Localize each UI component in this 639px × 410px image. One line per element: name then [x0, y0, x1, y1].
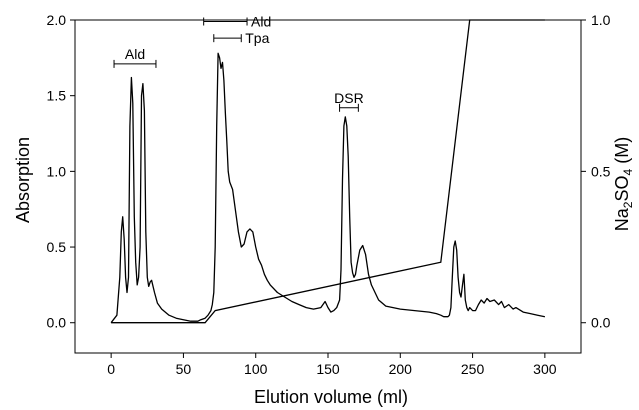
bracket-label: Tpa	[245, 30, 269, 46]
y-tick-label: 1.5	[47, 88, 67, 104]
bracket-label: Ald	[125, 46, 145, 62]
x-tick-label: 50	[176, 361, 192, 377]
chart-plot-area	[110, 19, 546, 324]
x-tick-label: 200	[389, 361, 413, 377]
x-tick-label: 300	[533, 361, 557, 377]
y2-tick-label: 0.5	[591, 163, 611, 179]
bracket-label: Ald	[251, 14, 271, 30]
plot-frame	[74, 19, 582, 354]
x-axis-label: Elution volume (ml)	[254, 387, 408, 407]
x-tick-label: 150	[316, 361, 340, 377]
x-tick-label: 0	[107, 361, 115, 377]
y2-tick-label: 1.0	[591, 12, 611, 28]
series-line-absorption	[110, 52, 546, 324]
x-tick-label: 250	[461, 361, 485, 377]
y2-tick-label: 0.0	[591, 315, 611, 331]
x-tick-label: 100	[244, 361, 268, 377]
series-line-gradient	[111, 19, 545, 324]
y-tick-label: 1.0	[47, 163, 67, 179]
y-axis-label: Absorption	[13, 137, 33, 223]
y2-axis-label: Na2SO4 (M)	[612, 137, 635, 231]
y-tick-label: 2.0	[47, 12, 67, 28]
bracket-label: DSR	[334, 90, 364, 106]
y-tick-label: 0.0	[47, 315, 67, 331]
y-tick-label: 0.5	[47, 239, 67, 255]
chart-axes: 0 50 100 150 200 250 300 0.0 0.5 1.0 1.5 2.0 0.0 0.5 1…	[47, 12, 611, 377]
